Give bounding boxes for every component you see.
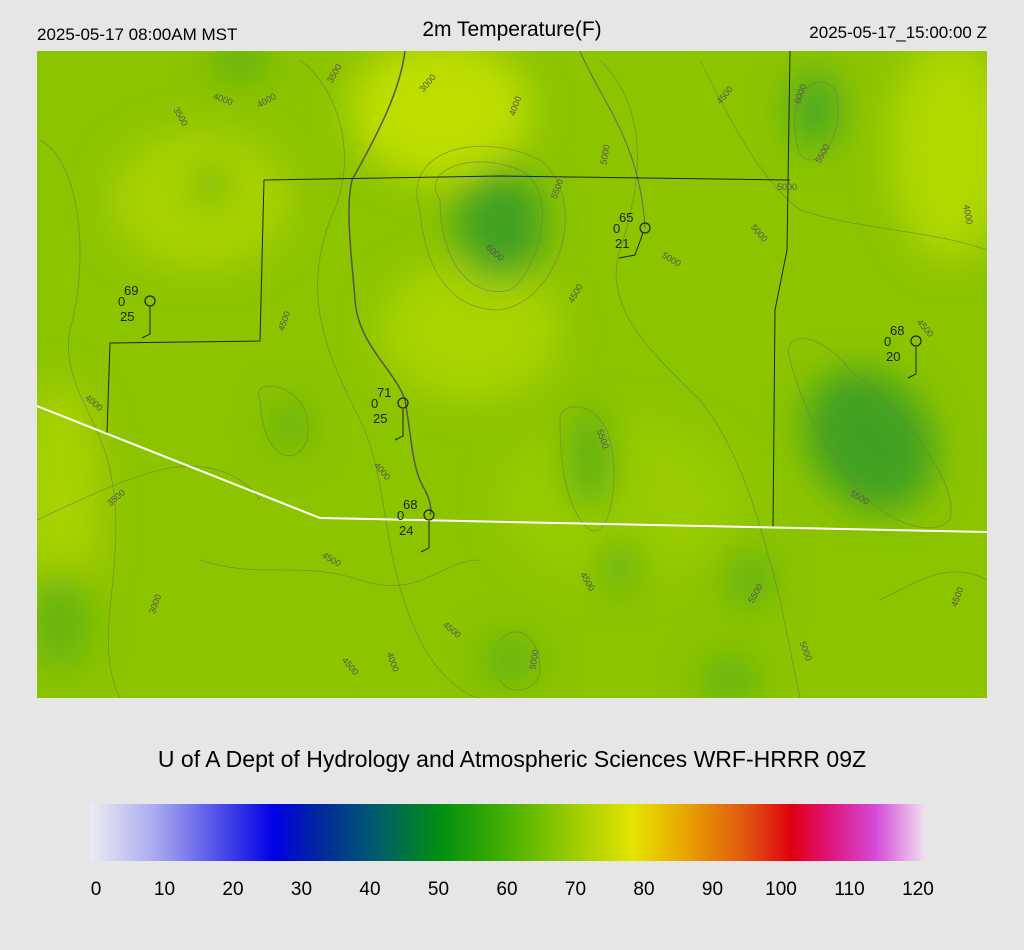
wind-barb [907,347,917,379]
valid-time-utc: 2025-05-17_15:00:00 Z [809,23,987,42]
colorbar-tick-label: 100 [765,879,797,900]
station-temp: 69 [124,283,138,298]
station-bottom: 25 [120,309,134,324]
station-left: 0 [118,294,125,309]
station-left: 0 [397,508,404,523]
colorbar-tick-label: 120 [902,879,934,900]
colorbar-tick-label: 110 [834,879,864,900]
contour-lines [37,59,987,698]
colorbar-tick-label: 50 [428,879,449,900]
wind-barb [618,232,644,259]
colorbar-tick-label: 70 [565,879,586,900]
station-left: 0 [884,334,891,349]
contour-label: 5000 [527,649,540,670]
wind-barb [141,307,151,339]
station-temp: 65 [619,210,633,225]
station-circle [144,295,156,307]
map-title: 2m Temperature(F) [422,18,601,41]
colorbar-tick-label: 20 [222,879,243,900]
colorbar-tick-label: 60 [496,879,517,900]
contour-label: 5000 [777,182,797,192]
station-circle [910,335,922,347]
station-circle [397,397,409,409]
state-boundary [37,405,987,533]
station-circle [639,222,651,234]
colorbar [90,804,925,861]
station-temp: 71 [377,385,391,400]
station-circle [423,509,435,521]
station-bottom: 24 [399,523,413,538]
station-bottom: 21 [615,236,629,251]
station-bottom: 20 [886,349,900,364]
contour-label: 5000 [598,144,611,165]
colorbar-tick-label: 10 [154,879,175,900]
valid-time-local: 2025-05-17 08:00AM MST [37,25,237,44]
colorbar-tick-label: 40 [359,879,380,900]
county-boundaries [106,51,791,529]
temperature-field [37,51,987,698]
colorbar-tick-label: 0 [91,879,102,900]
wind-barb [394,409,404,441]
river [579,51,646,229]
station-temp: 68 [890,323,904,338]
colorbar-ticks: 0 10 20 30 40 50 60 70 80 90 100 110 120 [91,879,934,900]
station-bottom: 25 [373,411,387,426]
colorbar-tick-label: 30 [291,879,312,900]
colorbar-tick-label: 80 [633,879,654,900]
station-left: 0 [371,396,378,411]
wind-barb [420,521,430,553]
river [348,51,432,516]
station-left: 0 [613,221,620,236]
footer-credit: U of A Dept of Hydrology and Atmospheric… [158,746,866,772]
station-temp: 68 [403,497,417,512]
colorbar-tick-label: 90 [702,879,723,900]
contour-label: 4000 [961,204,974,225]
